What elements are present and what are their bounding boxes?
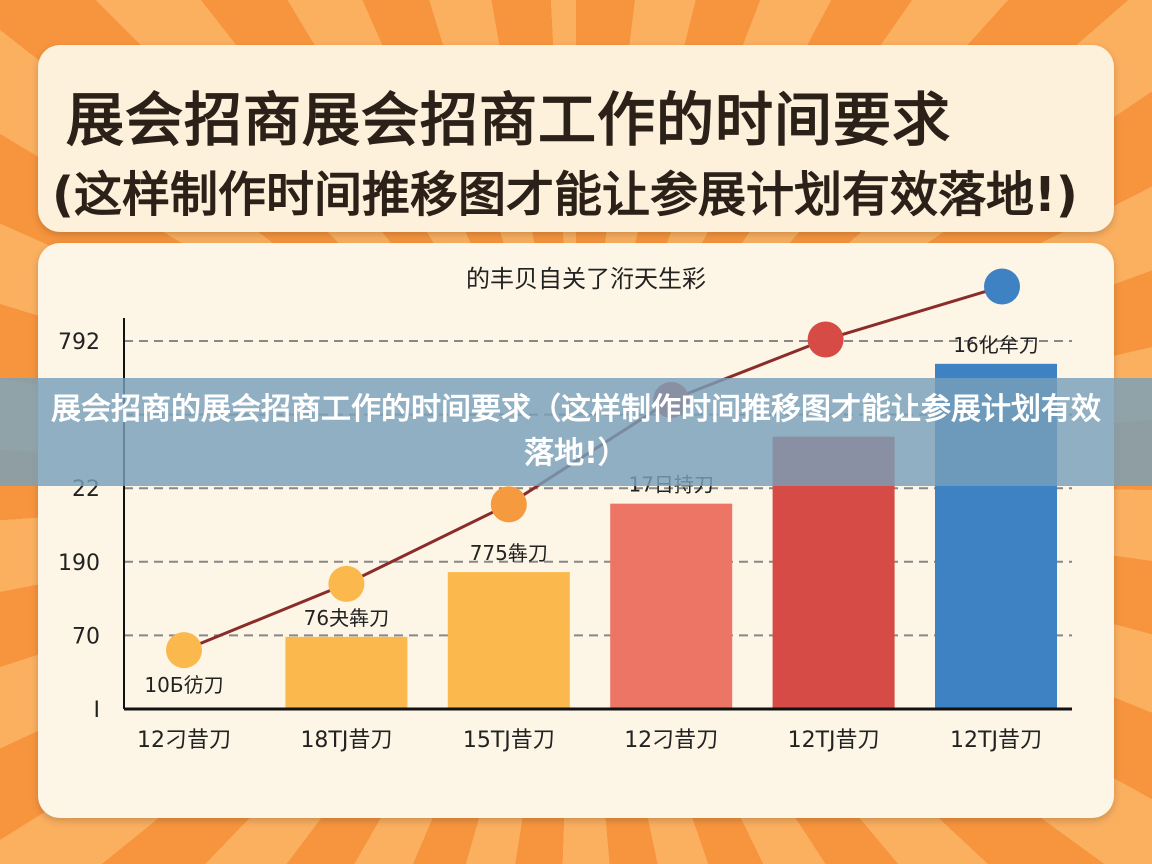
banner-text: 展会招商的展会招商工作的时间要求（这样制作时间推移图才能让参展计划有效落地!） [51,392,1101,471]
bar [447,572,570,709]
data-point [328,565,365,602]
title-card: 展会招商展会招商工作的时间要求 (这样制作时间推移图才能让参展计划有效落地!) [38,45,1114,232]
data-point [807,321,844,358]
y-tick-label: I [94,698,101,723]
data-label: 76夬犇刀 [304,606,389,630]
y-tick-label: 70 [72,624,100,649]
data-point [490,486,527,523]
x-tick-label: 12TJ昔刀 [788,728,880,753]
x-tick-label: 12刁昔刀 [624,728,718,753]
page-title: 展会招商展会招商工作的时间要求 [66,86,952,154]
x-tick-label: 12刁昔刀 [137,728,231,753]
bar [285,636,408,709]
chart-card [38,243,1114,818]
y-tick-label: 190 [58,551,100,576]
data-label: 10Б彷刀 [144,673,223,697]
data-point [984,268,1020,305]
page-subtitle: (这样制作时间推移图才能让参展计划有效落地!) [52,167,1078,223]
chart-title: 的丰贝自关了洐天生彩 [466,265,706,293]
data-label: 775犇刀 [470,541,548,565]
x-tick-label: 15TJ昔刀 [463,728,555,753]
y-tick-label: 792 [58,330,100,355]
data-point [166,632,202,669]
bar [610,503,733,709]
x-tick-label: 12TJ昔刀 [950,728,1042,753]
overlay-banner: 展会招商的展会招商工作的时间要求（这样制作时间推移图才能让参展计划有效落地!） [0,378,1152,486]
x-tick-label: 18TJ昔刀 [300,728,392,753]
data-label: 16化牟刀 [953,333,1038,357]
